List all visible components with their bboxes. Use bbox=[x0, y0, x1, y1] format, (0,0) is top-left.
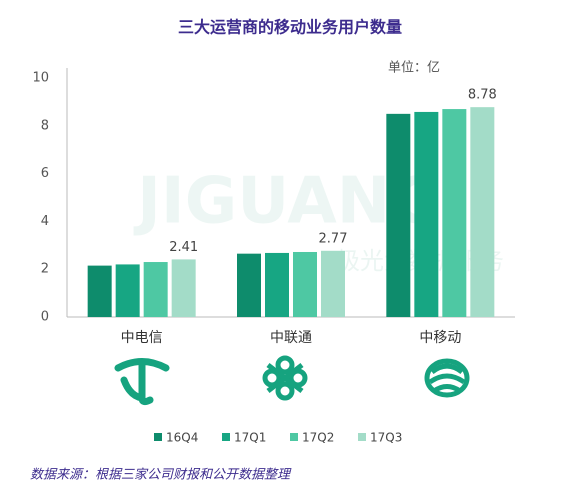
logo-unicom bbox=[262, 355, 308, 401]
bar bbox=[171, 259, 196, 317]
chart-title: 三大运营商的移动业务用户数量 bbox=[178, 18, 402, 37]
bar bbox=[321, 250, 345, 317]
unit-label: 单位：亿 bbox=[388, 61, 440, 76]
x-tick-label: 中移动 bbox=[419, 330, 461, 346]
bar bbox=[115, 264, 140, 317]
bar bbox=[386, 113, 411, 317]
logo-telecom bbox=[114, 358, 170, 406]
legend-swatch bbox=[154, 433, 162, 441]
bar bbox=[442, 109, 467, 317]
bar bbox=[237, 253, 261, 317]
bar bbox=[470, 107, 495, 318]
bar bbox=[414, 111, 439, 317]
x-tick-label: 中联通 bbox=[270, 330, 312, 346]
legend-label: 17Q2 bbox=[302, 431, 334, 445]
data-label: 2.41 bbox=[169, 240, 198, 255]
y-tick-label: 4 bbox=[41, 214, 49, 229]
bar bbox=[265, 252, 289, 317]
logo-mobile bbox=[424, 358, 470, 398]
legend-swatch bbox=[222, 433, 230, 441]
legend-swatch bbox=[290, 433, 298, 441]
data-label: 2.77 bbox=[319, 231, 348, 246]
y-tick-label: 6 bbox=[41, 166, 49, 181]
y-tick-label: 8 bbox=[41, 118, 49, 133]
y-tick-label: 2 bbox=[41, 262, 49, 277]
y-tick-label: 10 bbox=[32, 71, 49, 86]
source-note: 数据来源：根据三家公司财报和公开数据整理 bbox=[30, 467, 292, 483]
legend-label: 16Q4 bbox=[166, 431, 198, 445]
legend-swatch bbox=[358, 433, 366, 441]
x-tick-label: 中电信 bbox=[121, 330, 163, 346]
bar bbox=[87, 265, 112, 317]
bar bbox=[143, 262, 168, 317]
data-label: 8.78 bbox=[468, 88, 497, 103]
legend-label: 17Q3 bbox=[370, 431, 402, 445]
legend-label: 17Q1 bbox=[234, 431, 266, 445]
bar bbox=[293, 251, 317, 317]
y-tick-label: 0 bbox=[41, 310, 49, 325]
